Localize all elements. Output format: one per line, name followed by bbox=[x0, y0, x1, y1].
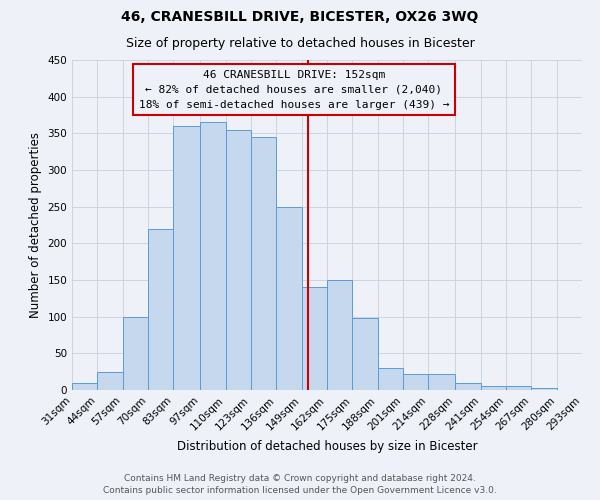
Bar bbox=[582, 388, 600, 390]
Bar bbox=[97, 372, 122, 390]
Y-axis label: Number of detached properties: Number of detached properties bbox=[29, 132, 42, 318]
Text: 46, CRANESBILL DRIVE, BICESTER, OX26 3WQ: 46, CRANESBILL DRIVE, BICESTER, OX26 3WQ bbox=[121, 10, 479, 24]
Text: Size of property relative to detached houses in Bicester: Size of property relative to detached ho… bbox=[125, 38, 475, 51]
Bar bbox=[277, 206, 302, 390]
Bar bbox=[72, 382, 97, 390]
Text: Contains HM Land Registry data © Crown copyright and database right 2024.
Contai: Contains HM Land Registry data © Crown c… bbox=[103, 474, 497, 495]
Bar bbox=[403, 374, 428, 390]
Bar bbox=[251, 137, 277, 390]
Bar bbox=[173, 126, 200, 390]
Text: 46 CRANESBILL DRIVE: 152sqm
← 82% of detached houses are smaller (2,040)
18% of : 46 CRANESBILL DRIVE: 152sqm ← 82% of det… bbox=[139, 70, 449, 110]
Bar bbox=[200, 122, 226, 390]
Bar bbox=[428, 374, 455, 390]
X-axis label: Distribution of detached houses by size in Bicester: Distribution of detached houses by size … bbox=[176, 440, 478, 453]
Bar bbox=[327, 280, 352, 390]
Bar bbox=[506, 386, 532, 390]
Bar bbox=[377, 368, 403, 390]
Bar bbox=[532, 388, 557, 390]
Bar bbox=[302, 288, 327, 390]
Bar bbox=[122, 316, 148, 390]
Bar bbox=[352, 318, 377, 390]
Bar bbox=[226, 130, 251, 390]
Bar bbox=[481, 386, 506, 390]
Bar bbox=[455, 382, 481, 390]
Bar bbox=[148, 228, 173, 390]
